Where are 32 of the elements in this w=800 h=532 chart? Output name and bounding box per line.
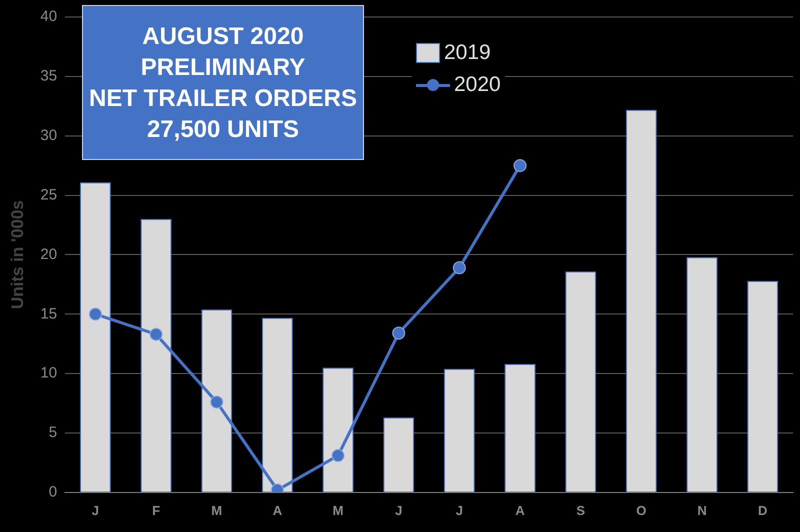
x-tick-label: A [515, 502, 526, 518]
y-tick-label: 25 [40, 186, 58, 204]
x-tick-label: J [395, 502, 402, 518]
x-tick-label: D [758, 502, 768, 518]
y-tick-label: 5 [48, 424, 58, 442]
y-tick-label: 10 [40, 364, 58, 382]
y-axis-title: Units in '000s [8, 200, 27, 310]
point [88, 308, 102, 321]
y-tick-label: 30 [40, 126, 58, 144]
x-tick-label: A [272, 502, 283, 518]
legend-label: 2019 [444, 41, 491, 65]
y-tick-label: 20 [40, 246, 58, 263]
point [452, 261, 466, 274]
y-tick-label: 35 [40, 68, 58, 85]
x-tick-label: O [636, 502, 646, 518]
point [392, 326, 406, 340]
point [210, 396, 224, 409]
text: AUGUST 2020 PRELIMINARY NET TRAILER ORDERS 27,500 UNITS [82, 5, 364, 160]
x-tick-label: M [332, 502, 344, 518]
x-tick-label: F [152, 502, 160, 518]
legend-label: 2020 [454, 73, 501, 97]
point [332, 449, 345, 462]
x-tick-label: J [456, 502, 463, 518]
x-tick-label: S [576, 502, 586, 518]
y-tick-label: 15 [40, 305, 58, 322]
x-tick-label: J [92, 502, 100, 518]
y-tick-label: 40 [40, 8, 58, 26]
point [150, 328, 163, 341]
x-tick-label: N [697, 502, 707, 518]
x-tick-label: M [211, 502, 222, 518]
point [514, 159, 527, 172]
y-tick-label: 0 [48, 484, 58, 501]
